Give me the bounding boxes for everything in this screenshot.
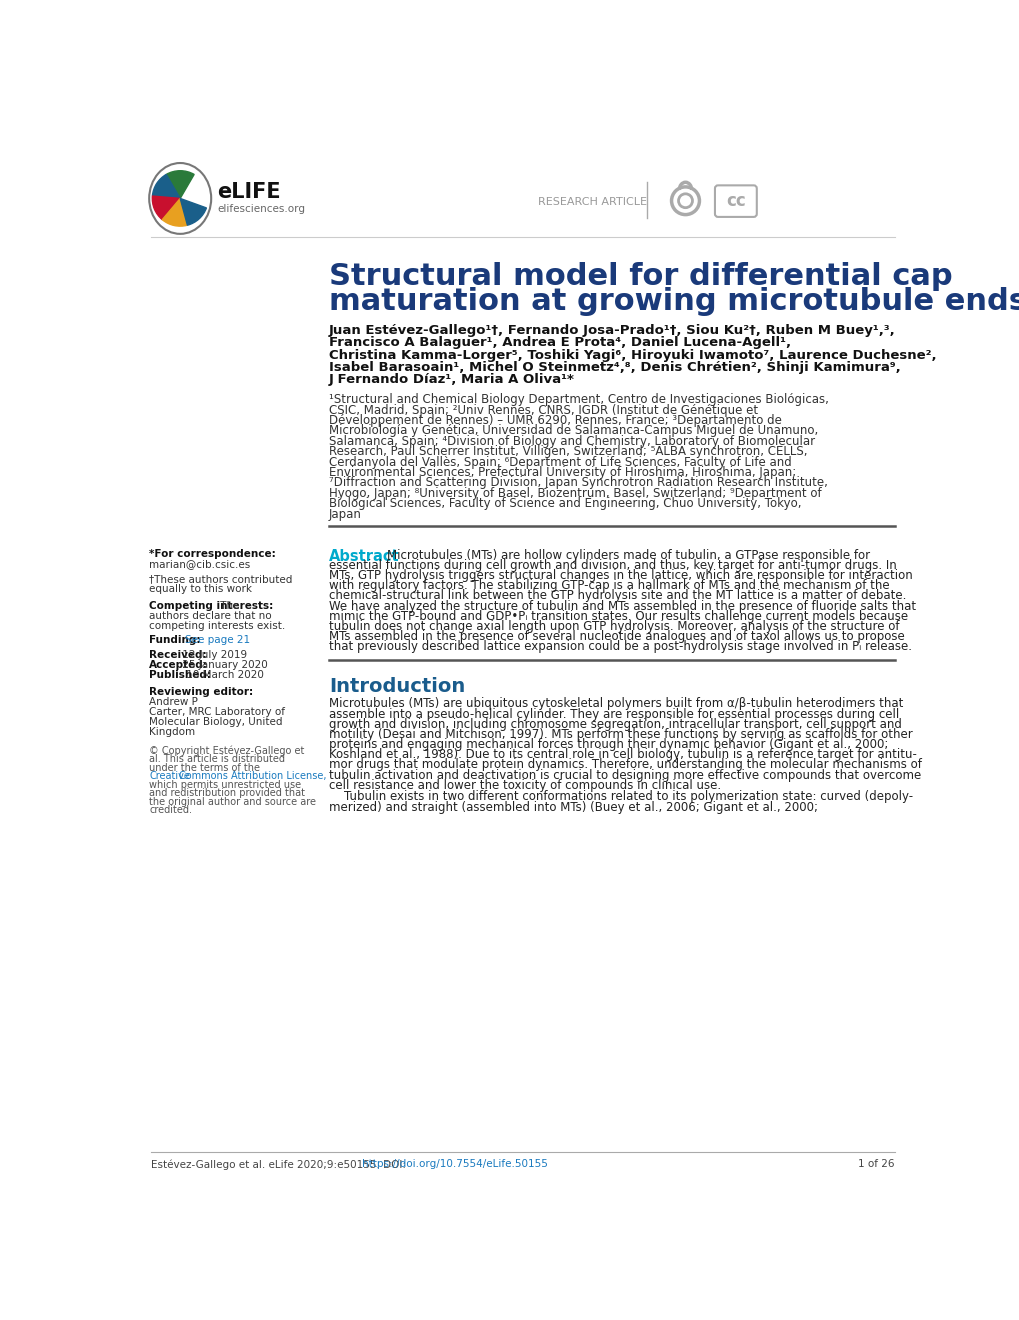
- Text: which permits unrestricted use: which permits unrestricted use: [149, 780, 301, 789]
- Text: †These authors contributed: †These authors contributed: [149, 574, 292, 585]
- Text: CSIC, Madrid, Spain; ²Univ Rennes, CNRS, IGDR (Institut de Génétique et: CSIC, Madrid, Spain; ²Univ Rennes, CNRS,…: [329, 404, 757, 417]
- Text: Développement de Rennes) – UMR 6290, Rennes, France; ³Departamento de: Développement de Rennes) – UMR 6290, Ren…: [329, 414, 782, 428]
- Wedge shape: [166, 170, 194, 198]
- Text: Introduction: Introduction: [329, 677, 465, 697]
- Text: 12 July 2019: 12 July 2019: [179, 651, 247, 660]
- Text: Isabel Barasoain¹, Michel O Steinmetz⁴,⁸, Denis Chrétien², Shinji Kamimura⁹,: Isabel Barasoain¹, Michel O Steinmetz⁴,⁸…: [329, 360, 900, 374]
- Text: Structural model for differential cap: Structural model for differential cap: [329, 263, 952, 292]
- Text: Japan: Japan: [329, 508, 362, 520]
- Text: Francisco A Balaguer¹, Andrea E Prota⁴, Daniel Lucena-Agell¹,: Francisco A Balaguer¹, Andrea E Prota⁴, …: [329, 337, 791, 350]
- Text: assemble into a pseudo-helical cylinder. They are responsible for essential proc: assemble into a pseudo-helical cylinder.…: [329, 708, 899, 721]
- Text: Reviewing editor:: Reviewing editor:: [149, 688, 257, 697]
- Wedge shape: [180, 198, 206, 226]
- Text: Kingdom: Kingdom: [149, 727, 195, 738]
- Text: mimic the GTP-bound and GDP•Pᵢ transition states. Our results challenge current : mimic the GTP-bound and GDP•Pᵢ transitio…: [329, 610, 907, 623]
- Text: Published:: Published:: [149, 671, 211, 680]
- Text: motility (Desai and Mitchison, 1997). MTs perform these functions by serving as : motility (Desai and Mitchison, 1997). MT…: [329, 727, 912, 741]
- Text: Microtubules (MTs) are hollow cylinders made of tubulin, a GTPase responsible fo: Microtubules (MTs) are hollow cylinders …: [387, 549, 869, 562]
- Text: the original author and source are: the original author and source are: [149, 797, 316, 807]
- Text: cell resistance and lower the toxicity of compounds in clinical use.: cell resistance and lower the toxicity o…: [329, 779, 720, 792]
- Text: Estévez-Gallego et al. eLife 2020;9:e50155. DOI:: Estévez-Gallego et al. eLife 2020;9:e501…: [151, 1159, 409, 1170]
- Text: authors declare that no: authors declare that no: [149, 611, 271, 622]
- Text: tubulin activation and deactivation is crucial to designing more effective compo: tubulin activation and deactivation is c…: [329, 768, 920, 781]
- Text: maturation at growing microtubule ends: maturation at growing microtubule ends: [329, 286, 1019, 315]
- Wedge shape: [152, 197, 180, 219]
- Text: https://doi.org/10.7554/eLife.50155: https://doi.org/10.7554/eLife.50155: [361, 1159, 547, 1170]
- Text: proteins and engaging mechanical forces through their dynamic behavior (Gigant e: proteins and engaging mechanical forces …: [329, 738, 888, 751]
- Text: Carter, MRC Laboratory of: Carter, MRC Laboratory of: [149, 708, 285, 717]
- Text: Christina Kamma-Lorger⁵, Toshiki Yagi⁶, Hiroyuki Iwamoto⁷, Laurence Duchesne²,: Christina Kamma-Lorger⁵, Toshiki Yagi⁶, …: [329, 348, 935, 362]
- Text: 1 of 26: 1 of 26: [857, 1159, 894, 1170]
- Text: eLIFE: eLIFE: [217, 182, 281, 202]
- Text: See page 21: See page 21: [184, 635, 250, 645]
- Text: Salamanca, Spain; ⁴Division of Biology and Chemistry, Laboratory of Biomolecular: Salamanca, Spain; ⁴Division of Biology a…: [329, 434, 814, 447]
- Text: MTs assembled in the presence of several nucleotide analogues and of taxol allow: MTs assembled in the presence of several…: [329, 630, 904, 643]
- Text: Cerdanyola del Vallès, Spain; ⁶Department of Life Sciences, Faculty of Life and: Cerdanyola del Vallès, Spain; ⁶Departmen…: [329, 455, 791, 469]
- Text: Andrew P: Andrew P: [149, 697, 198, 708]
- Text: Commons Attribution License,: Commons Attribution License,: [178, 771, 326, 781]
- Text: MTs, GTP hydrolysis triggers structural changes in the lattice, which are respon: MTs, GTP hydrolysis triggers structural …: [329, 569, 912, 582]
- Text: ⁷Diffraction and Scattering Division, Japan Synchrotron Radiation Research Insti: ⁷Diffraction and Scattering Division, Ja…: [329, 477, 827, 490]
- Text: growth and division, including chromosome segregation, intracellular transport, : growth and division, including chromosom…: [329, 718, 901, 731]
- Text: credited.: credited.: [149, 805, 192, 816]
- Text: 10 March 2020: 10 March 2020: [182, 671, 263, 680]
- Text: J Fernando Díaz¹, Maria A Oliva¹*: J Fernando Díaz¹, Maria A Oliva¹*: [329, 374, 575, 387]
- Text: essential functions during cell growth and division, and thus, key target for an: essential functions during cell growth a…: [329, 558, 896, 572]
- Text: We have analyzed the structure of tubulin and MTs assembled in the presence of f: We have analyzed the structure of tubuli…: [329, 599, 915, 612]
- Text: that previously described lattice expansion could be a post-hydrolysis stage inv: that previously described lattice expans…: [329, 640, 911, 653]
- Text: Hyogo, Japan; ⁸University of Basel, Biozentrum, Basel, Switzerland; ⁹Department : Hyogo, Japan; ⁸University of Basel, Bioz…: [329, 487, 821, 500]
- Text: Funding:: Funding:: [149, 635, 201, 645]
- Text: Environmental Sciences, Prefectural University of Hiroshima, Hiroshima, Japan;: Environmental Sciences, Prefectural Univ…: [329, 466, 796, 479]
- Text: Abstract: Abstract: [329, 549, 399, 564]
- Text: under the terms of the: under the terms of the: [149, 763, 260, 772]
- Text: Microbiología y Genética, Universidad de Salamanca-Campus Miguel de Unamuno,: Microbiología y Genética, Universidad de…: [329, 425, 817, 437]
- Text: Microtubules (MTs) are ubiquitous cytoskeletal polymers built from α/β-tubulin h: Microtubules (MTs) are ubiquitous cytosk…: [329, 697, 903, 710]
- Text: mor drugs that modulate protein dynamics. Therefore, understanding the molecular: mor drugs that modulate protein dynamics…: [329, 759, 921, 771]
- Text: Molecular Biology, United: Molecular Biology, United: [149, 718, 282, 727]
- Text: cc: cc: [726, 191, 745, 210]
- Text: competing interests exist.: competing interests exist.: [149, 622, 285, 631]
- Text: with regulatory factors. The stabilizing GTP-cap is a hallmark of MTs and the me: with regulatory factors. The stabilizing…: [329, 579, 889, 593]
- Text: Competing interests:: Competing interests:: [149, 601, 273, 611]
- Text: Biological Sciences, Faculty of Science and Engineering, Chuo University, Tokyo,: Biological Sciences, Faculty of Science …: [329, 498, 801, 511]
- Text: Juan Estévez-Gallego¹†, Fernando Josa-Prado¹†, Siou Ku²†, Ruben M Buey¹,³,: Juan Estévez-Gallego¹†, Fernando Josa-Pr…: [329, 323, 895, 337]
- Text: 25 January 2020: 25 January 2020: [179, 660, 268, 671]
- Text: Tubulin exists in two different conformations related to its polymerization stat: Tubulin exists in two different conforma…: [329, 791, 912, 804]
- Text: RESEARCH ARTICLE: RESEARCH ARTICLE: [537, 197, 646, 207]
- Text: The: The: [217, 601, 239, 611]
- Wedge shape: [152, 174, 180, 198]
- Text: © Copyright Estévez-Gallego et: © Copyright Estévez-Gallego et: [149, 746, 305, 756]
- Text: Accepted:: Accepted:: [149, 660, 208, 671]
- Text: Creative: Creative: [149, 771, 190, 781]
- Text: Received:: Received:: [149, 651, 207, 660]
- Wedge shape: [162, 198, 187, 226]
- Text: equally to this work: equally to this work: [149, 585, 252, 594]
- Text: *For correspondence:: *For correspondence:: [149, 549, 276, 558]
- Text: marian@cib.csic.es: marian@cib.csic.es: [149, 558, 251, 569]
- Text: Research, Paul Scherrer Institut, Villigen, Switzerland; ⁵ALBA synchrotron, CELL: Research, Paul Scherrer Institut, Villig…: [329, 445, 807, 458]
- Text: and redistribution provided that: and redistribution provided that: [149, 788, 305, 799]
- Text: elifesciences.org: elifesciences.org: [217, 205, 305, 214]
- Text: Koshland et al., 1988). Due to its central role in cell biology, tubulin is a re: Koshland et al., 1988). Due to its centr…: [329, 748, 916, 762]
- Text: chemical-structural link between the GTP hydrolysis site and the MT lattice is a: chemical-structural link between the GTP…: [329, 590, 906, 602]
- Text: al. This article is distributed: al. This article is distributed: [149, 755, 285, 764]
- Text: ¹Structural and Chemical Biology Department, Centro de Investigaciones Biológica: ¹Structural and Chemical Biology Departm…: [329, 393, 828, 407]
- Text: merized) and straight (assembled into MTs) (Buey et al., 2006; Gigant et al., 20: merized) and straight (assembled into MT…: [329, 800, 817, 813]
- Text: tubulin does not change axial length upon GTP hydrolysis. Moreover, analysis of : tubulin does not change axial length upo…: [329, 620, 899, 632]
